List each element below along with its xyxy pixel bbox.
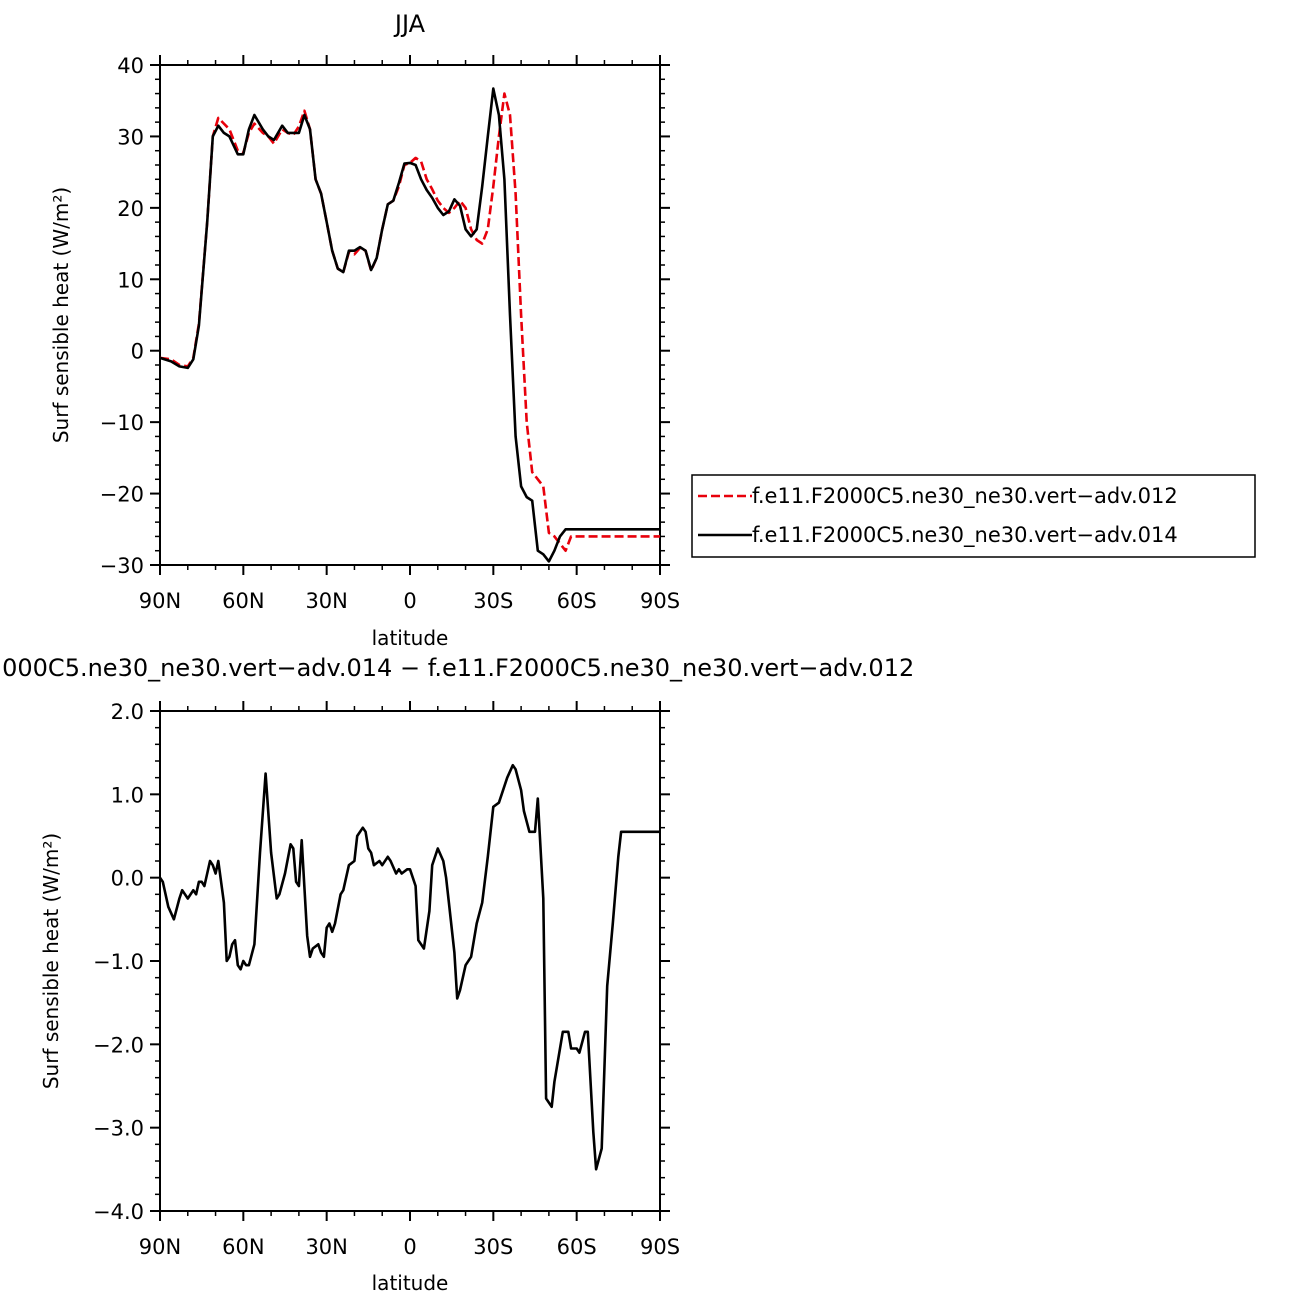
bottom-title: f.e11.F2000C5.ne30_ne30.vert−adv.014 − f… [0, 654, 914, 682]
x-tick-label: 60N [222, 589, 264, 613]
top-x-axis: 90N 60N 30N 0 30S 60S 90S [139, 55, 680, 613]
x-tick-label: 90N [139, 1235, 181, 1259]
series-line-0 [160, 763, 660, 1171]
y-tick-label: 10 [117, 268, 144, 292]
y-tick-label: 1.0 [111, 783, 144, 807]
top-y-axis-title: Surf sensible heat (W/m²) [49, 187, 73, 443]
y-tick-label: −2.0 [93, 1033, 144, 1057]
top-series-lines [160, 87, 660, 563]
y-tick-label: −4.0 [93, 1200, 144, 1224]
x-tick-label: 30S [473, 1235, 513, 1259]
y-tick-label: −30 [100, 554, 144, 578]
y-tick-label: −3.0 [93, 1117, 144, 1141]
bottom-x-axis-title: latitude [372, 1271, 449, 1295]
series-line-1 [160, 87, 660, 563]
top-plot-frame [159, 64, 661, 566]
legend-box [691, 474, 1256, 558]
x-tick-label: 90N [139, 589, 181, 613]
legend-label-014: f.e11.F2000C5.ne30_ne30.vert−adv.014 [752, 523, 1178, 548]
x-tick-label: 90S [640, 1235, 680, 1259]
y-tick-label: 0.0 [111, 867, 144, 891]
y-tick-label: 0 [131, 340, 144, 364]
x-tick-label: 30N [305, 1235, 347, 1259]
bottom-y-axis-title: Surf sensible heat (W/m²) [39, 833, 63, 1089]
x-tick-label: 0 [403, 589, 416, 613]
bottom-plot-frame [159, 710, 661, 1212]
x-tick-label: 30N [305, 589, 347, 613]
x-tick-label: 60S [557, 1235, 597, 1259]
series-line-0 [160, 92, 660, 553]
x-tick-label: 90S [640, 589, 680, 613]
x-tick-label: 60S [557, 589, 597, 613]
y-tick-label: −1.0 [93, 950, 144, 974]
y-tick-label: 20 [117, 197, 144, 221]
y-tick-label: 2.0 [111, 700, 144, 724]
top-y-axis: −30 −20 −10 0 10 20 30 40 [100, 54, 670, 578]
y-tick-label: 40 [117, 54, 144, 78]
bottom-y-axis: −4.0 −3.0 −2.0 −1.0 0.0 1.0 2.0 [93, 700, 670, 1224]
top-x-axis-title: latitude [372, 626, 449, 650]
y-tick-label: −20 [100, 483, 144, 507]
x-tick-label: 0 [403, 1235, 416, 1259]
bottom-series-lines [160, 763, 660, 1171]
x-tick-label: 60N [222, 1235, 264, 1259]
legend: f.e11.F2000C5.ne30_ne30.vert−adv.012 f.e… [691, 474, 1256, 558]
top-title: JJA [393, 10, 426, 38]
y-tick-label: 30 [117, 125, 144, 149]
bottom-panel: f.e11.F2000C5.ne30_ne30.vert−adv.014 − f… [0, 654, 914, 1295]
bottom-x-axis: 90N 60N 30N 0 30S 60S 90S [139, 701, 680, 1259]
y-tick-label: −10 [100, 411, 144, 435]
legend-label-012: f.e11.F2000C5.ne30_ne30.vert−adv.012 [752, 484, 1178, 509]
x-tick-label: 30S [473, 589, 513, 613]
